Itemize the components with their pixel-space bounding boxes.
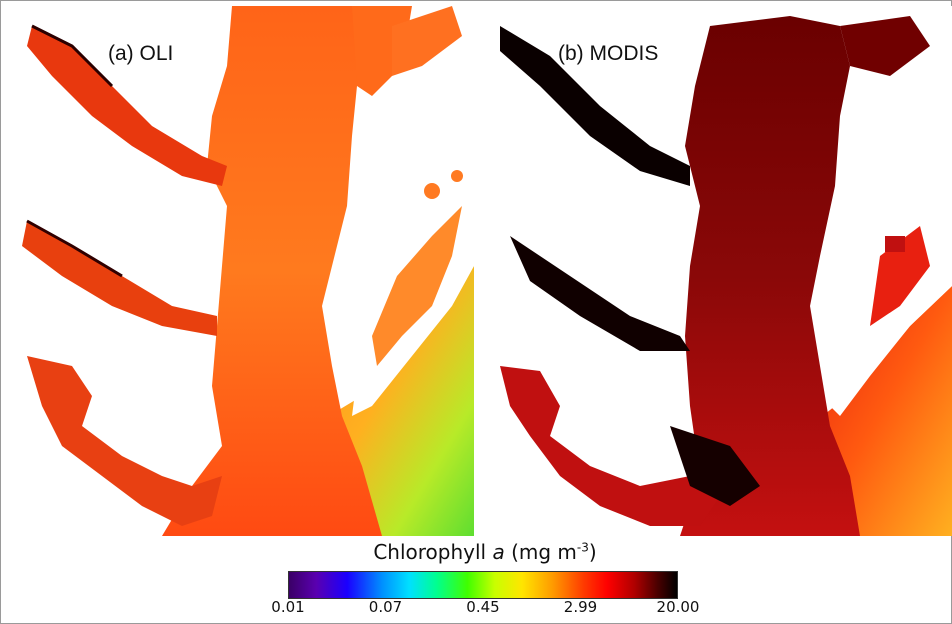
colorbar (288, 571, 678, 599)
legend-title-exponent: -3 (576, 540, 589, 555)
colorbar-tick: 2.99 (563, 598, 598, 616)
colorbar-tick: 0.01 (271, 598, 305, 616)
legend-title-variable: a (492, 540, 505, 564)
colorbar-ticks: 0.01 0.07 0.45 2.99 20.00 (271, 598, 699, 624)
modis-map-image (490, 6, 952, 536)
oli-map-image (12, 6, 474, 536)
colorbar-legend: Chlorophyll a (mg m-3) 0.01 0.07 0.45 2.… (250, 540, 720, 624)
map-panel-modis: (b) MODIS (490, 6, 952, 536)
colorbar-tick: 0.45 (466, 598, 500, 616)
legend-title-units-suffix: ) (588, 540, 597, 564)
map-panel-oli: (a) OLI (12, 6, 474, 536)
panel-label-modis: (b) MODIS (558, 42, 659, 65)
colorbar-tick: 20.00 (656, 598, 700, 616)
legend-title-prefix: Chlorophyll (373, 540, 493, 564)
colorbar-tick: 0.07 (368, 598, 403, 616)
legend-title: Chlorophyll a (mg m-3) (250, 540, 720, 564)
panel-label-oli: (a) OLI (108, 42, 174, 65)
legend-title-units: (mg m (504, 540, 577, 564)
